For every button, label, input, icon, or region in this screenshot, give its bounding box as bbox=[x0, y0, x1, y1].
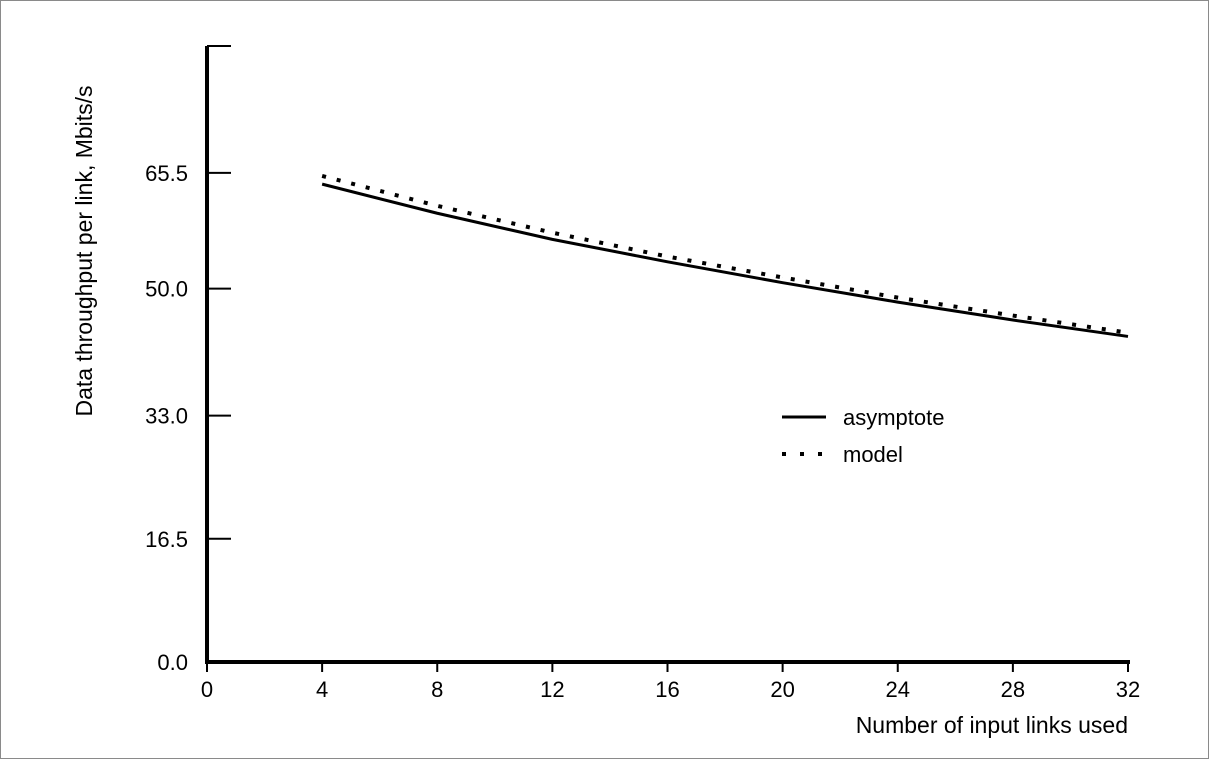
legend-label-asymptote: asymptote bbox=[843, 405, 945, 430]
x-axis-title: Number of input links used bbox=[856, 712, 1128, 738]
legend: asymptote model bbox=[782, 405, 945, 467]
series-line-model bbox=[321, 173, 1129, 335]
y-tick-label: 65.5 bbox=[145, 161, 188, 186]
series-layer bbox=[321, 173, 1129, 338]
y-tick-label: 0.0 bbox=[157, 650, 188, 675]
y-axis-title: Data throughput per link, Mbits/s bbox=[71, 85, 97, 416]
x-tick-label: 4 bbox=[316, 677, 328, 702]
x-tick-label: 8 bbox=[431, 677, 443, 702]
x-tick-label: 12 bbox=[540, 677, 564, 702]
x-tick-label: 16 bbox=[655, 677, 679, 702]
x-tick-label: 0 bbox=[201, 677, 213, 702]
x-tick-label: 32 bbox=[1116, 677, 1140, 702]
y-tick-label: 16.5 bbox=[145, 527, 188, 552]
x-tick-label: 20 bbox=[770, 677, 794, 702]
y-tick-label: 33.0 bbox=[145, 404, 188, 429]
ticks: 0.0 16.5 33.0 50.0 65.5 0 4 8 12 16 20 24 28 32 bbox=[145, 161, 1140, 702]
x-tick-label: 24 bbox=[886, 677, 910, 702]
series-line-asymptote bbox=[321, 182, 1129, 338]
y-tick-label: 50.0 bbox=[145, 277, 188, 302]
axes bbox=[205, 45, 1130, 664]
legend-label-model: model bbox=[843, 442, 903, 467]
x-tick-label: 28 bbox=[1001, 677, 1025, 702]
